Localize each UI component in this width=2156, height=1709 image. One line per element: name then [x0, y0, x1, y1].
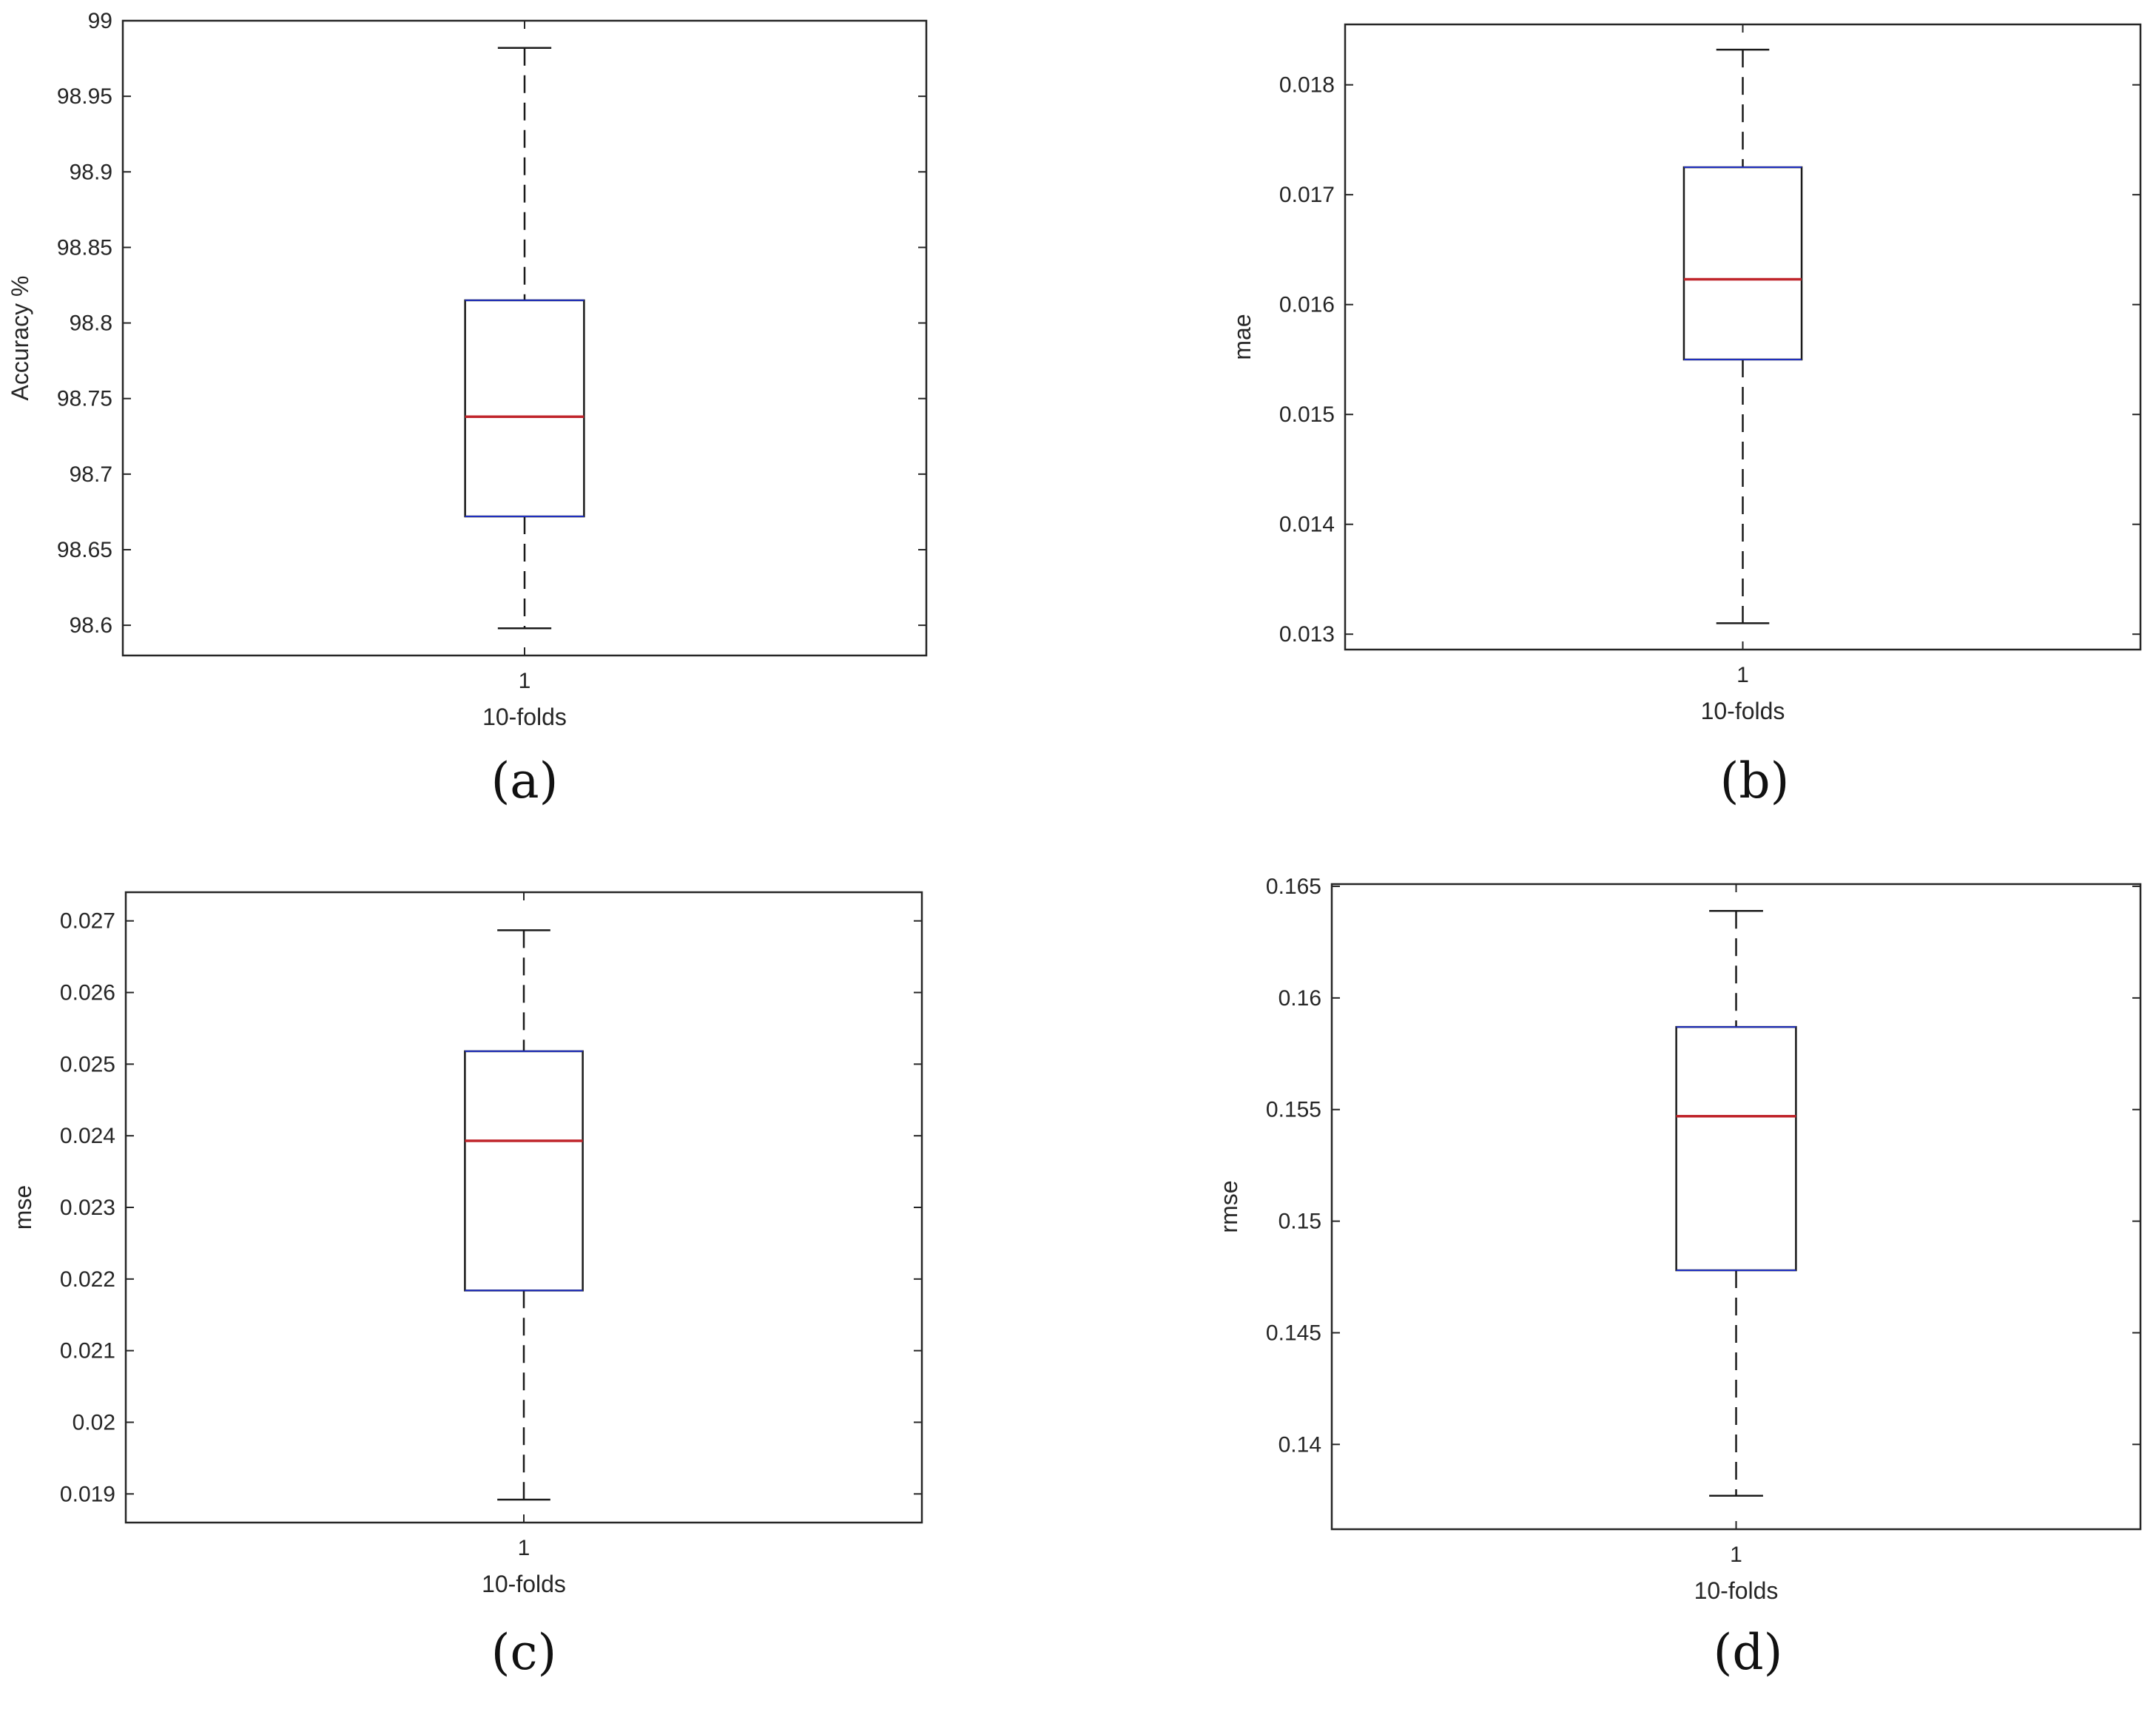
- y-tick-label: 0.026: [60, 981, 115, 1005]
- x-axis-label: 10-folds: [1701, 698, 1785, 724]
- y-axis-label: mse: [10, 1185, 36, 1230]
- iqr-box: [464, 1050, 584, 1292]
- y-tick-label: 0.165: [1266, 874, 1321, 899]
- y-tick-label: 0.15: [1279, 1210, 1321, 1234]
- y-tick-label: 0.02: [73, 1410, 115, 1435]
- panel-caption: (a): [491, 752, 559, 809]
- y-tick-label: 98.7: [70, 462, 112, 487]
- y-tick-label: 0.021: [60, 1339, 115, 1364]
- y-tick-label: 0.155: [1266, 1098, 1321, 1122]
- y-tick-label: 0.024: [60, 1124, 115, 1148]
- iqr-box: [1682, 166, 1803, 361]
- iqr-box: [464, 299, 585, 518]
- x-tick-label: 1: [1730, 1543, 1742, 1567]
- y-tick-label: 0.018: [1279, 73, 1335, 98]
- chart-panel: 0.14 0.145 0.15 0.155 0.16 0.165 1 10-folds rmse…: [1216, 874, 2142, 1681]
- chart-panel: 0.019 0.02 0.021 0.022 0.023 0.024 0.025 0.026 0…: [10, 891, 923, 1681]
- y-tick-label: 0.027: [60, 909, 115, 934]
- x-tick-label: 1: [519, 669, 531, 693]
- y-tick-label: 0.022: [60, 1267, 115, 1292]
- y-axis-label: mae: [1229, 314, 1256, 360]
- y-tick-label: 99: [88, 9, 112, 33]
- y-axis-label: Accuracy %: [7, 276, 33, 401]
- y-tick-label: 0.16: [1279, 986, 1321, 1011]
- y-tick-label: 0.019: [60, 1482, 115, 1506]
- y-axis-label: rmse: [1216, 1180, 1242, 1233]
- y-tick-label: 0.014: [1279, 513, 1335, 537]
- panel-caption: (b): [1720, 752, 1790, 809]
- y-tick-label: 98.75: [57, 387, 112, 411]
- chart-panel: 0.013 0.014 0.015 0.016 0.017 0.018 1 10-folds m…: [1229, 23, 2142, 809]
- y-tick-label: 0.017: [1279, 183, 1335, 207]
- y-tick-label: 0.023: [60, 1196, 115, 1220]
- y-tick-label: 98.65: [57, 538, 112, 562]
- iqr-box: [1675, 1025, 1797, 1272]
- y-tick-label: 98.85: [57, 235, 112, 260]
- x-tick-label: 1: [518, 1536, 530, 1560]
- y-tick-label: 98.6: [70, 613, 112, 638]
- x-tick-label: 1: [1736, 663, 1749, 687]
- chart-panel: 98.6 98.65 98.7 98.75 98.8 98.85 98.9 98.95 99 1 1…: [7, 9, 928, 809]
- y-tick-label: 98.9: [70, 160, 112, 184]
- y-tick-label: 98.8: [70, 311, 112, 336]
- y-tick-label: 0.013: [1279, 622, 1335, 647]
- panel-caption: (c): [491, 1624, 556, 1681]
- y-tick-label: 0.14: [1279, 1432, 1321, 1457]
- panel-caption: (d): [1714, 1624, 1783, 1681]
- y-tick-label: 0.025: [60, 1052, 115, 1076]
- y-tick-label: 0.015: [1279, 402, 1335, 427]
- x-axis-label: 10-folds: [1694, 1577, 1779, 1604]
- x-axis-label: 10-folds: [482, 1571, 566, 1597]
- y-tick-label: 98.95: [57, 84, 112, 109]
- x-axis-label: 10-folds: [482, 704, 567, 730]
- y-tick-label: 0.145: [1266, 1321, 1321, 1345]
- y-tick-label: 0.016: [1279, 293, 1335, 317]
